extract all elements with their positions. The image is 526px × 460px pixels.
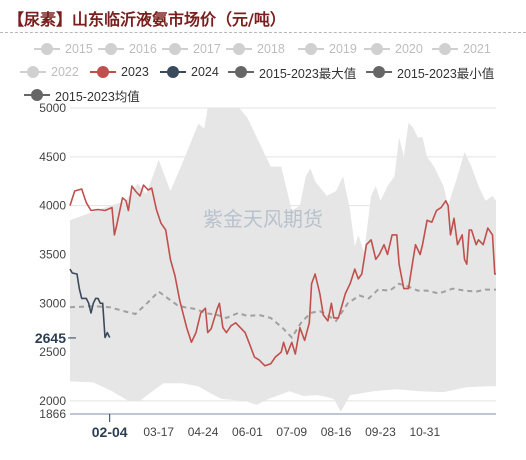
x-tick-label-04-24: 04-24 <box>188 425 219 439</box>
legend-symbol-2015 <box>34 43 60 55</box>
min-max-band <box>70 108 496 412</box>
chart-title: 【尿素】山东临沂液氨市场价（元/吨） <box>8 10 286 29</box>
legend-symbol-2018 <box>226 43 252 55</box>
legend-label-2022: 2022 <box>51 65 79 79</box>
legend-item-max[interactable]: 2015-2023最大值 <box>228 61 356 83</box>
y-tick-label-3500: 3500 <box>39 247 66 261</box>
band-area-2015-2023 <box>70 108 496 412</box>
legend-label-2020: 2020 <box>395 42 423 56</box>
y-tick-label-5000: 5000 <box>39 101 66 115</box>
legend-item-2021[interactable]: 2021 <box>432 38 491 60</box>
legend-label-2021: 2021 <box>463 42 491 56</box>
legend-label-2019: 2019 <box>329 42 357 56</box>
legend-label-max: 2015-2023最大值 <box>259 66 357 81</box>
legend-label-2017: 2017 <box>193 42 221 56</box>
y-tick-label-3000: 3000 <box>39 296 66 310</box>
legend-label-2016: 2016 <box>129 42 157 56</box>
y-tick-label-4500: 4500 <box>39 150 66 164</box>
legend-symbol-2017 <box>162 43 188 55</box>
y-tick-label-2500: 2500 <box>39 345 66 359</box>
legend-item-2017[interactable]: 2017 <box>162 38 221 60</box>
legend-symbol-max <box>228 66 254 78</box>
legend-label-2024: 2024 <box>191 65 219 79</box>
legend-label-2015: 2015 <box>65 42 93 56</box>
legend-symbol-2021 <box>432 43 458 55</box>
title-divider <box>0 32 526 33</box>
series-line-mean <box>69 282 496 340</box>
legend-symbol-2023 <box>90 66 116 78</box>
x-tick-label-08-16: 08-16 <box>321 425 352 439</box>
legend-symbol-2020 <box>364 43 390 55</box>
legend-item-2015[interactable]: 2015 <box>34 38 93 60</box>
x-tick-label-09-23: 09-23 <box>365 425 396 439</box>
legend-symbol-2022 <box>20 66 46 78</box>
legend-symbol-2019 <box>298 43 324 55</box>
x-tick-label-06-01: 06-01 <box>232 425 263 439</box>
y-highlight-value: 2645 <box>35 330 66 346</box>
series-line-2024 <box>69 268 111 339</box>
x-tick-label-07-09: 07-09 <box>276 425 307 439</box>
legend-item-2018[interactable]: 2018 <box>226 38 285 60</box>
x-tick-label-10-31: 10-31 <box>409 425 440 439</box>
legend-item-2023[interactable]: 2023 <box>90 61 149 83</box>
series-line-2023 <box>69 184 496 367</box>
y-tick-label-4000: 4000 <box>39 199 66 213</box>
legend-item-2020[interactable]: 2020 <box>364 38 423 60</box>
legend-item-2019[interactable]: 2019 <box>298 38 357 60</box>
series-lines <box>69 184 496 367</box>
legend-label-2018: 2018 <box>257 42 285 56</box>
watermark-text: 紫金天风期货 <box>203 207 323 231</box>
x-tick-label-highlight: 02-04 <box>92 424 128 440</box>
legend-item-2024[interactable]: 2024 <box>160 61 219 83</box>
legend-label-2023: 2023 <box>121 65 149 79</box>
y-tick-label-1866: 1866 <box>39 407 66 421</box>
legend-symbol-mean <box>24 89 50 101</box>
x-tick-label-03-17: 03-17 <box>143 425 174 439</box>
watermark-layer: 紫金天风期货 <box>203 207 323 231</box>
legend-item-2016[interactable]: 2016 <box>98 38 157 60</box>
legend-symbol-min <box>366 66 392 78</box>
legend-symbol-2024 <box>160 66 186 78</box>
legend-label-min: 2015-2023最小值 <box>397 66 495 81</box>
legend-item-2022[interactable]: 2022 <box>20 61 79 83</box>
chart-legend: 2015 2016 2017 2018 2019 2020 2021 2022 … <box>0 38 526 110</box>
y-tick-label-2000: 2000 <box>39 394 66 408</box>
legend-symbol-2016 <box>98 43 124 55</box>
legend-label-mean: 2015-2023均值 <box>55 89 140 104</box>
legend-item-min[interactable]: 2015-2023最小值 <box>366 61 494 83</box>
legend-item-mean[interactable]: 2015-2023均值 <box>24 84 140 106</box>
